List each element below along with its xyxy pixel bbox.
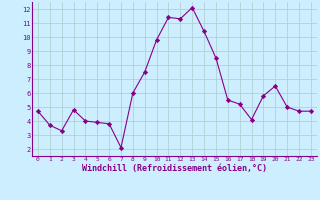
X-axis label: Windchill (Refroidissement éolien,°C): Windchill (Refroidissement éolien,°C)	[82, 164, 267, 173]
